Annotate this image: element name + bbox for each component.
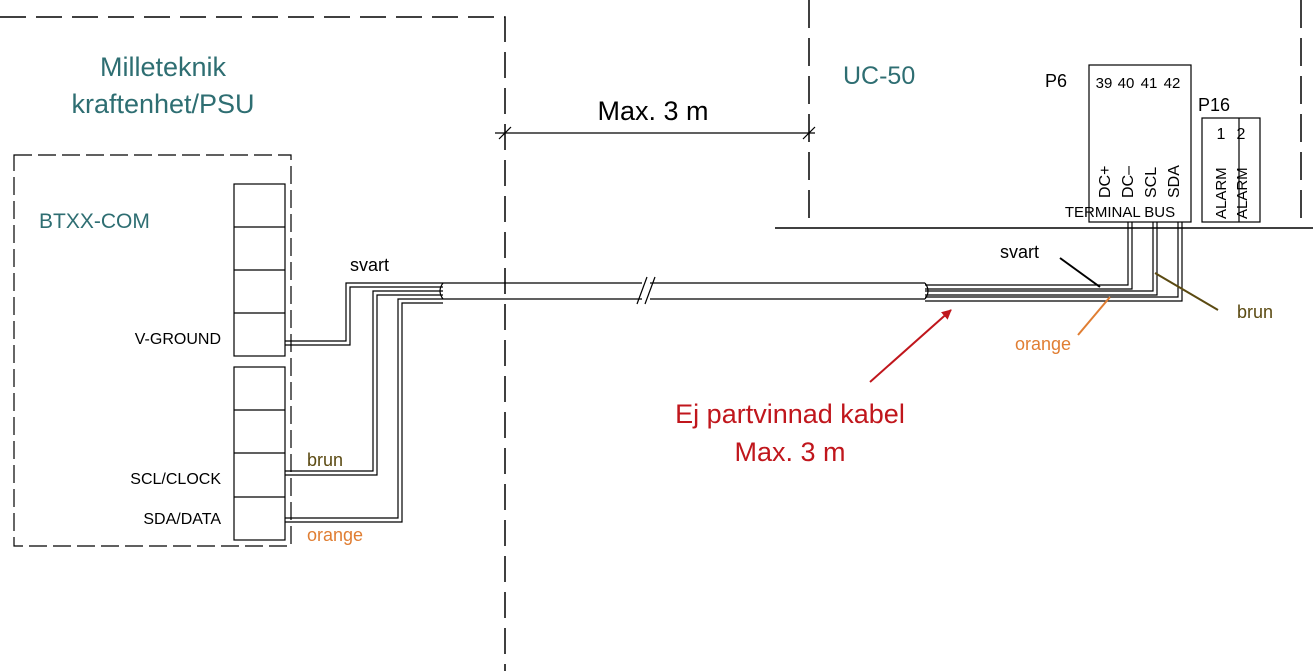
cable-segment-left xyxy=(439,282,642,300)
distance-label: Max. 3 m xyxy=(597,96,708,126)
cable-break-symbol xyxy=(636,276,656,305)
p6-signal-scl: SCL xyxy=(1143,167,1160,198)
cable-note-line1: Ej partvinnad kabel xyxy=(675,399,905,429)
p16-signal-alarm-1: ALARM xyxy=(1213,167,1230,219)
terminal-bus-label: TERMINAL BUS xyxy=(1065,204,1175,221)
psu-terminal-block-lower xyxy=(233,366,286,541)
cable-segment-right xyxy=(650,282,929,300)
psu-enclosure xyxy=(0,16,506,671)
wire-orange-uc50-side xyxy=(925,222,1183,302)
leader-orange-right xyxy=(1077,296,1111,336)
distance-dimension xyxy=(495,126,816,140)
wire-label-orange-left: orange xyxy=(307,525,363,545)
p6-label: P6 xyxy=(1045,71,1067,91)
p16-label: P16 xyxy=(1198,95,1230,115)
uc50-title: UC-50 xyxy=(843,62,915,90)
p6-signal-dc-minus: DC– xyxy=(1120,166,1137,198)
p16-connector-box xyxy=(1201,117,1261,223)
wire-brown-psu-side xyxy=(285,290,443,476)
wire-label-black-left: svart xyxy=(350,255,389,275)
p6-connector-box xyxy=(1088,64,1192,223)
wire-label-brown-right: brun xyxy=(1237,302,1273,322)
uc50-enclosure xyxy=(775,0,1313,229)
wire-label-black-right: svart xyxy=(1000,242,1039,262)
psu-title-line1: Milleteknik xyxy=(100,52,227,82)
pin-label-scl-clock: SCL/CLOCK xyxy=(130,471,221,488)
pin-label-v-ground: V-GROUND xyxy=(135,331,221,348)
p16-signal-alarm-2: ALARM xyxy=(1234,167,1251,219)
cable-note-line2: Max. 3 m xyxy=(734,437,845,467)
wire-black-uc50-side xyxy=(925,222,1133,290)
p16-pin-1: 1 xyxy=(1217,126,1226,143)
pin-label-sda-data: SDA/DATA xyxy=(143,511,221,528)
leader-black-right xyxy=(1059,257,1101,288)
btxx-com-label: BTXX-COM xyxy=(39,210,150,233)
p6-pin-39: 39 xyxy=(1096,75,1113,92)
psu-title-line2: kraftenhet/PSU xyxy=(71,89,254,119)
p6-pin-40: 40 xyxy=(1118,75,1135,92)
p6-signal-sda: SDA xyxy=(1166,165,1183,198)
wire-brown-uc50-side xyxy=(925,222,1158,296)
cable-note-arrow xyxy=(869,309,952,383)
wire-label-orange-right: orange xyxy=(1015,334,1071,354)
p6-pin-42: 42 xyxy=(1164,75,1181,92)
p6-signal-dc-plus: DC+ xyxy=(1097,166,1114,198)
p6-pin-41: 41 xyxy=(1141,75,1158,92)
leader-brown-right xyxy=(1154,272,1219,311)
wire-black-psu-side xyxy=(285,282,443,346)
psu-terminal-block-upper xyxy=(233,183,286,357)
wire-label-brown-left: brun xyxy=(307,450,343,470)
p16-pin-2: 2 xyxy=(1237,126,1246,143)
wire-orange-psu-side xyxy=(285,298,443,523)
